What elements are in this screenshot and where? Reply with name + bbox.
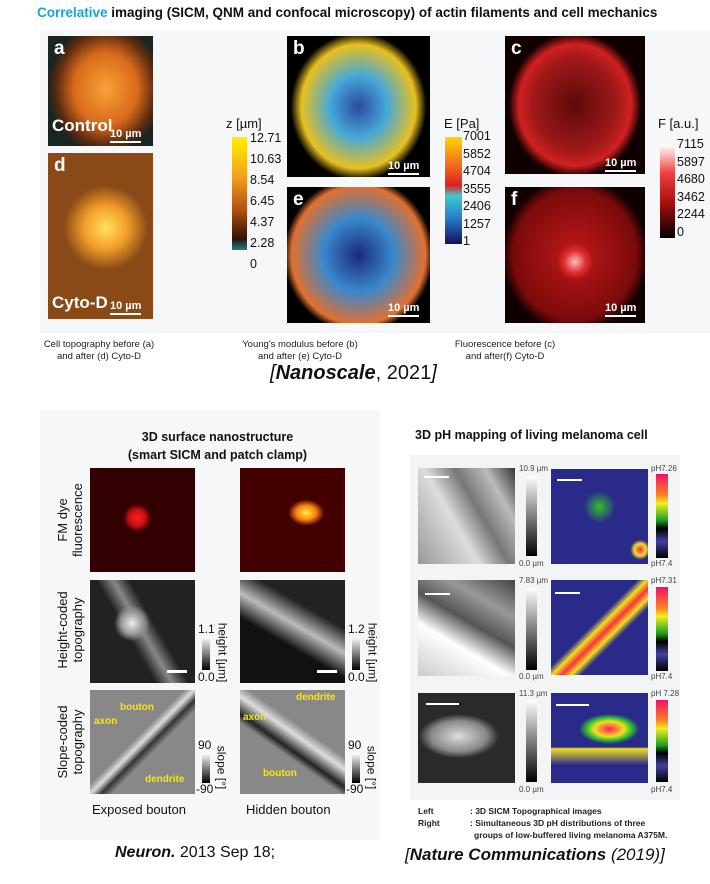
caption-modulus: Young's modulus before (b) and after (e) … <box>242 339 358 362</box>
ph-top-2: pH7.31 <box>651 576 677 585</box>
image-b-modulus: b <box>287 36 430 177</box>
slope-max: 90 <box>198 738 212 752</box>
ph-bottom-2: pH7.4 <box>651 672 673 681</box>
colorbar-title-z: z [µm] <box>226 116 262 131</box>
panel-text: Cyto-D <box>52 293 108 312</box>
slope-colorbar <box>352 753 360 783</box>
height-min: 0.0 <box>198 670 215 684</box>
colorbar-title-f: F [a.u.] <box>658 116 699 131</box>
image-fm-hidden <box>240 468 345 572</box>
title-accent: Correlative <box>37 5 108 20</box>
slope-min: -90 <box>196 782 214 796</box>
scale-bar: 10 µm <box>388 302 420 317</box>
height-colorbar <box>352 637 360 670</box>
panel-label: c <box>511 38 522 59</box>
scale-bar: 10 µm <box>605 302 637 317</box>
ph-bottom-1: pH7.4 <box>651 559 673 568</box>
citation-nature-communications: [Nature Communications (2019)] <box>405 845 665 864</box>
topography-image-1 <box>418 468 515 564</box>
colorbar-z-ticks: 12.71 10.63 8.54 6.45 4.37 2.28 0 <box>250 131 282 271</box>
annotation-bouton: bouton <box>120 702 154 713</box>
annotation-axon: axon <box>243 712 267 723</box>
legend: Left: 3D SICM Topographical images Right… <box>418 806 668 840</box>
height-min-2: 0.0 µm <box>519 672 544 681</box>
scale-bar: 10 µm <box>110 128 142 143</box>
row-label-fm-dye: FM dye fluorescence <box>55 483 85 557</box>
panel-label: d <box>54 155 66 176</box>
panel-text: Control <box>52 116 113 135</box>
annotation-bouton: bouton <box>263 768 297 779</box>
height-min: 0.0 <box>348 670 365 684</box>
column-exposed-bouton: Exposed bouton <box>92 802 186 817</box>
ph-bottom-3: pH7.4 <box>651 785 673 794</box>
height-max: 1.1 <box>198 622 215 636</box>
ph-top-1: pH7.26 <box>651 464 677 473</box>
scale-bar: 10 µm <box>605 157 637 172</box>
image-d-cytod: d Cyto-D <box>48 153 153 319</box>
citation-neuron: Neuron. 2013 Sep 18; <box>115 844 276 861</box>
ph-image-3 <box>551 693 648 783</box>
colorbar-z <box>232 137 247 250</box>
panel-label: b <box>293 38 305 59</box>
image-f-fluorescence: f <box>505 187 645 323</box>
image-c-fluorescence: c <box>505 36 645 174</box>
caption-topography: Cell topography before (a) and after (d) … <box>43 339 155 362</box>
annotation-dendrite: dendrite <box>296 692 336 703</box>
height-colorbar <box>202 637 210 670</box>
left-title: 3D surface nanostructure (smart SICM and … <box>127 430 308 462</box>
panel-label: f <box>511 189 518 210</box>
height-unit: height [µm] <box>365 622 380 683</box>
height-min-1: 0.0 µm <box>519 559 544 568</box>
ph-colorbar-2 <box>656 587 668 671</box>
title-rest: imaging (SICM, QNM and confocal microsco… <box>107 5 658 20</box>
slope-colorbar <box>202 753 210 783</box>
slope-min: -90 <box>346 782 364 796</box>
ph-top-3: pH 7.28 <box>651 689 680 698</box>
topography-image-2 <box>418 580 515 676</box>
citation-nanoscale: [Nanoscale, 2021] <box>270 362 437 384</box>
scale-bar: 10 µm <box>110 300 142 315</box>
height-max-3: 11.3 µm <box>519 689 548 698</box>
topography-image-3 <box>418 693 515 783</box>
colorbar-e-ticks: 7001 5852 4704 3555 2406 1257 1 <box>463 129 491 248</box>
annotation-axon: axon <box>94 716 118 727</box>
image-height-hidden <box>240 580 345 683</box>
slope-unit: slope [°] <box>364 745 379 790</box>
scale-bar: 10 µm <box>388 160 420 175</box>
image-slope-hidden <box>240 690 345 794</box>
image-e-modulus: e <box>287 187 430 323</box>
height-unit: height [µm] <box>215 622 230 683</box>
caption-fluorescence: Fluorescence before (c) and after(f) Cyto… <box>454 339 556 362</box>
height-max-2: 7.83 µm <box>519 576 549 585</box>
column-hidden-bouton: Hidden bouton <box>246 802 331 817</box>
panel-label: e <box>293 189 304 210</box>
gray-colorbar-2 <box>526 588 537 670</box>
gray-colorbar-3 <box>526 700 537 782</box>
slope-max: 90 <box>348 738 362 752</box>
colorbar-title-e: E [Pa] <box>444 116 480 131</box>
height-min-3: 0.0 µm <box>519 785 544 794</box>
image-a-control: a Control <box>48 36 153 146</box>
image-slope-exposed <box>90 690 195 794</box>
colorbar-e <box>445 137 462 244</box>
colorbar-f-ticks: 7115 5897 4680 3462 2244 0 <box>677 137 705 239</box>
panel-label: a <box>54 38 65 59</box>
ph-image-1 <box>551 469 648 564</box>
gray-colorbar-1 <box>526 476 537 556</box>
top-title: Correlative imaging (SICM, QNM and confo… <box>37 5 657 20</box>
image-fm-exposed <box>90 468 195 572</box>
ph-colorbar-3 <box>656 700 668 782</box>
annotation-dendrite: dendrite <box>145 774 185 785</box>
ph-colorbar-1 <box>656 474 668 558</box>
row-label-slope: Slope-coded topography <box>55 705 85 779</box>
colorbar-f <box>660 145 675 238</box>
ph-image-2 <box>551 580 648 675</box>
row-label-height: Height-coded topography <box>55 591 85 669</box>
right-title: 3D pH mapping of living melanoma cell <box>415 428 648 442</box>
image-height-exposed <box>90 580 195 683</box>
height-max: 1.2 <box>348 622 365 636</box>
slope-unit: slope [°] <box>214 745 229 790</box>
height-max-1: 10.9 µm <box>519 464 549 473</box>
